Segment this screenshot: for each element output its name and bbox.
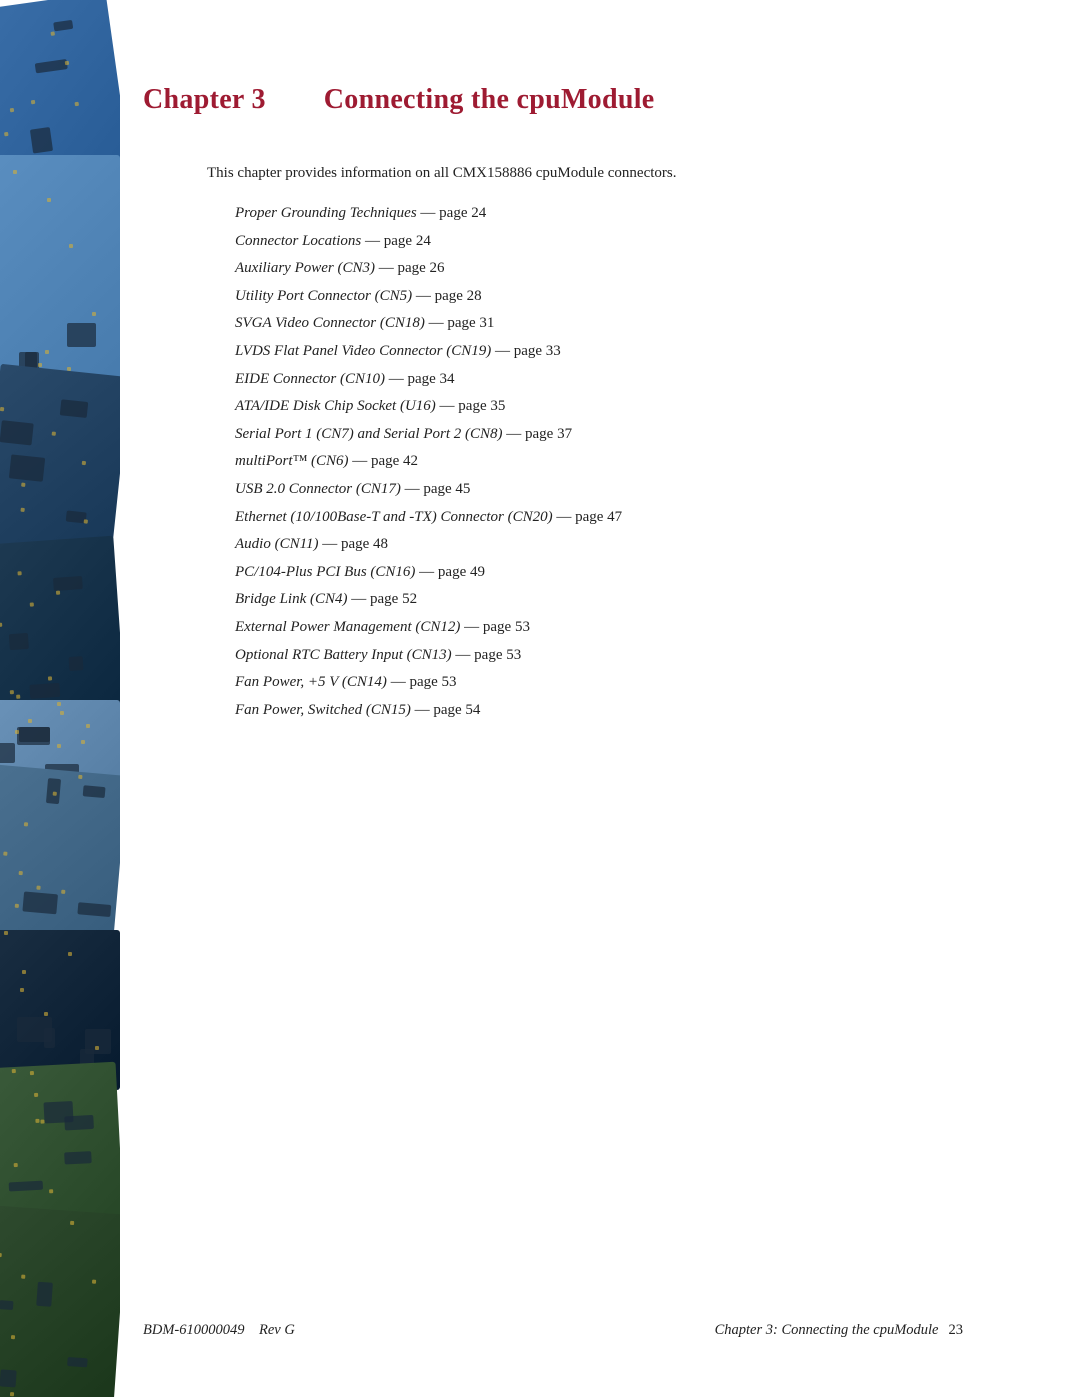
circuit-board-image	[0, 1206, 120, 1397]
toc-item: Serial Port 1 (CN7) and Serial Port 2 (C…	[235, 425, 963, 443]
toc-page-ref: page 35	[458, 398, 505, 414]
footer-page-number: 23	[949, 1322, 964, 1338]
toc-item: USB 2.0 Connector (CN17) — page 45	[235, 480, 963, 498]
toc-page-ref: page 42	[371, 453, 418, 469]
toc-page-ref: page 37	[525, 426, 572, 442]
toc-item: multiPort™ (CN6) — page 42	[235, 452, 963, 470]
toc-item: LVDS Flat Panel Video Connector (CN19) —…	[235, 342, 963, 360]
toc-page-ref: page 47	[575, 509, 622, 525]
sidebar-board-images	[0, 0, 120, 1397]
footer-right: Chapter 3: Connecting the cpuModule 23	[715, 1322, 963, 1339]
toc-page-ref: page 31	[447, 315, 494, 331]
toc-item: Audio (CN11) — page 48	[235, 535, 963, 553]
toc-page-ref: page 48	[341, 536, 388, 552]
toc-page-ref: page 24	[384, 233, 431, 249]
toc-topic: Ethernet (10/100Base-T and -TX) Connecto…	[235, 509, 553, 525]
toc-page-ref: page 24	[439, 205, 486, 221]
toc-topic: Fan Power, +5 V (CN14)	[235, 674, 387, 690]
toc-topic: SVGA Video Connector (CN18)	[235, 315, 425, 331]
page-content: Chapter 3 Connecting the cpuModule This c…	[143, 84, 963, 728]
toc-item: Proper Grounding Techniques — page 24	[235, 204, 963, 222]
toc-item: Fan Power, Switched (CN15) — page 54	[235, 701, 963, 719]
toc-topic: Optional RTC Battery Input (CN13)	[235, 647, 452, 663]
toc-item: Optional RTC Battery Input (CN13) — page…	[235, 646, 963, 664]
toc-topic: Utility Port Connector (CN5)	[235, 288, 412, 304]
toc-topic: Serial Port 1 (CN7) and Serial Port 2 (C…	[235, 426, 503, 442]
toc-page-ref: page 28	[435, 288, 482, 304]
toc-item: Ethernet (10/100Base-T and -TX) Connecto…	[235, 508, 963, 526]
toc-topic: Audio (CN11)	[235, 536, 318, 552]
circuit-board-image	[0, 765, 120, 956]
toc-item: Connector Locations — page 24	[235, 232, 963, 250]
chapter-number: Chapter 3	[143, 84, 266, 115]
page-footer: BDM-610000049 Rev G Chapter 3: Connectin…	[143, 1322, 963, 1339]
toc-item: EIDE Connector (CN10) — page 34	[235, 370, 963, 388]
toc-list: Proper Grounding Techniques — page 24 Con…	[235, 204, 963, 719]
toc-topic: Connector Locations	[235, 233, 361, 249]
intro-text: This chapter provides information on all…	[207, 165, 963, 182]
toc-topic: Auxiliary Power (CN3)	[235, 260, 375, 276]
toc-item: SVGA Video Connector (CN18) — page 31	[235, 314, 963, 332]
chapter-title: Connecting the cpuModule	[324, 84, 655, 115]
toc-page-ref: page 49	[438, 564, 485, 580]
toc-item: PC/104-Plus PCI Bus (CN16) — page 49	[235, 563, 963, 581]
toc-topic: External Power Management (CN12)	[235, 619, 460, 635]
toc-item: ATA/IDE Disk Chip Socket (U16) — page 35	[235, 397, 963, 415]
toc-item: Bridge Link (CN4) — page 52	[235, 590, 963, 608]
toc-item: External Power Management (CN12) — page …	[235, 618, 963, 636]
toc-topic: LVDS Flat Panel Video Connector (CN19)	[235, 343, 491, 359]
toc-topic: EIDE Connector (CN10)	[235, 371, 385, 387]
toc-page-ref: page 53	[474, 647, 521, 663]
toc-page-ref: page 34	[407, 371, 454, 387]
toc-page-ref: page 45	[423, 481, 470, 497]
toc-topic: Bridge Link (CN4)	[235, 591, 348, 607]
chapter-heading: Chapter 3 Connecting the cpuModule	[143, 84, 963, 116]
toc-topic: ATA/IDE Disk Chip Socket (U16)	[235, 398, 436, 414]
toc-topic: Proper Grounding Techniques	[235, 205, 417, 221]
toc-page-ref: page 33	[514, 343, 561, 359]
toc-item: Utility Port Connector (CN5) — page 28	[235, 287, 963, 305]
toc-page-ref: page 52	[370, 591, 417, 607]
footer-left: BDM-610000049 Rev G	[143, 1322, 295, 1339]
toc-item: Fan Power, +5 V (CN14) — page 53	[235, 673, 963, 691]
toc-page-ref: page 54	[433, 702, 480, 718]
toc-topic: multiPort™ (CN6)	[235, 453, 348, 469]
toc-page-ref: page 53	[409, 674, 456, 690]
footer-chapter-label: Chapter 3: Connecting the cpuModule	[715, 1322, 939, 1338]
footer-doc-number: BDM-610000049	[143, 1322, 245, 1338]
toc-topic: PC/104-Plus PCI Bus (CN16)	[235, 564, 415, 580]
toc-page-ref: page 53	[483, 619, 530, 635]
toc-topic: Fan Power, Switched (CN15)	[235, 702, 411, 718]
toc-item: Auxiliary Power (CN3) — page 26	[235, 259, 963, 277]
footer-revision: Rev G	[259, 1322, 295, 1338]
toc-topic: USB 2.0 Connector (CN17)	[235, 481, 401, 497]
toc-page-ref: page 26	[397, 260, 444, 276]
